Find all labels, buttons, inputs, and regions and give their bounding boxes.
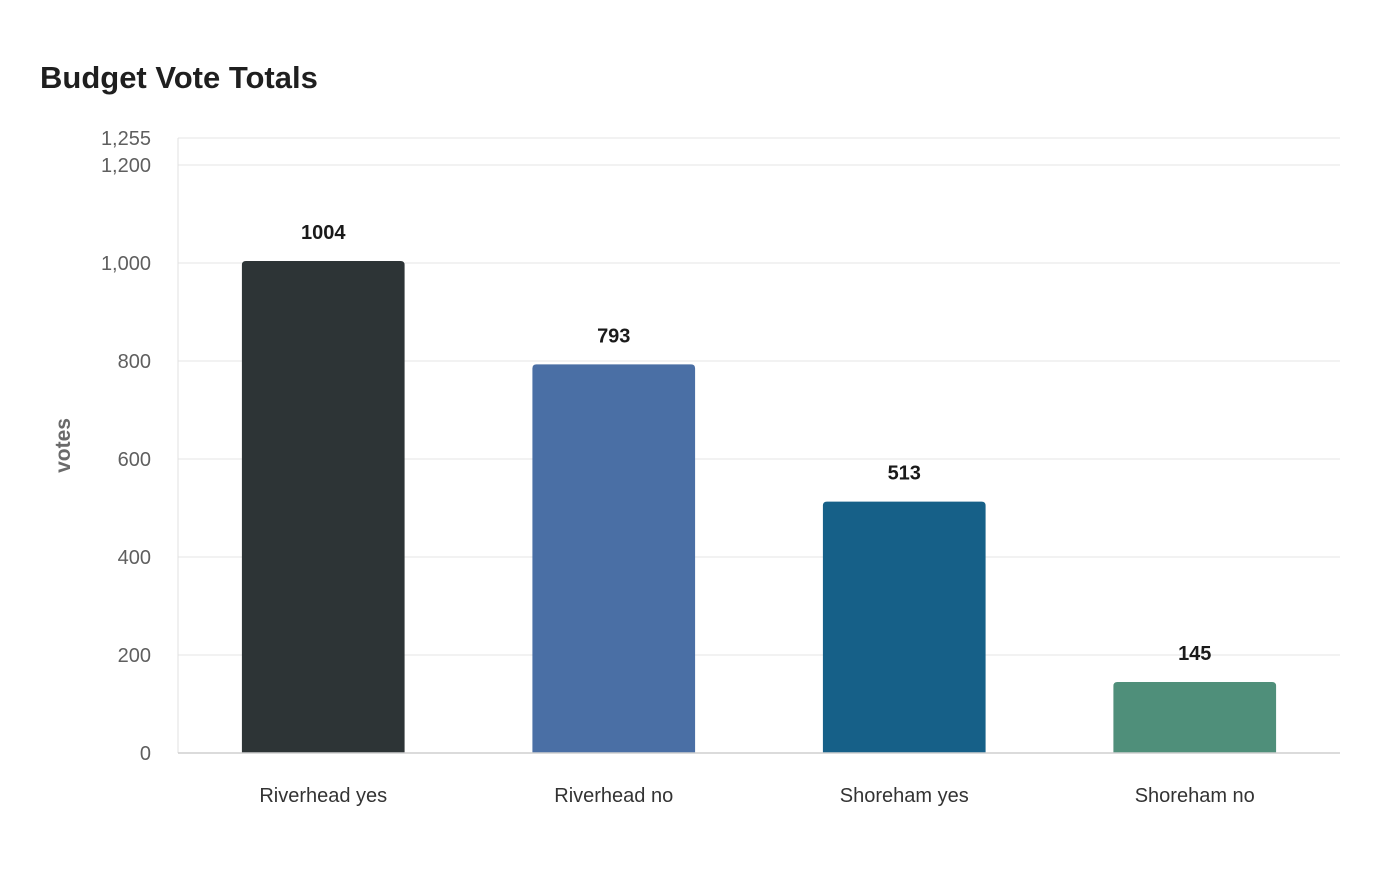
bar-value-label: 145 — [1178, 643, 1211, 665]
y-tick-label: 600 — [118, 449, 151, 471]
x-tick-label: Riverhead no — [554, 785, 673, 807]
y-axis-title: votes — [52, 418, 75, 473]
data-labels: 1004 793 513 145 — [301, 222, 1211, 665]
chart-title: Budget Vote Totals — [40, 60, 318, 95]
bar — [1113, 681, 1277, 753]
y-tick-label: 200 — [118, 645, 151, 667]
x-tick-label: Shoreham yes — [840, 785, 969, 807]
y-axis-ticks: 0 200 400 600 800 1,000 1,200 1,255 — [101, 128, 151, 765]
x-tick-label: Riverhead yes — [259, 785, 387, 807]
bar — [532, 364, 696, 753]
y-tick-label: 400 — [118, 547, 151, 569]
bar-value-label: 793 — [597, 325, 630, 347]
bar — [822, 501, 986, 753]
y-tick-label: 1,000 — [101, 253, 151, 275]
bar-value-label: 513 — [888, 463, 921, 485]
bar-value-label: 1004 — [301, 222, 346, 244]
x-axis-ticks: Riverhead yes Riverhead no Shoreham yes Sho… — [259, 785, 1254, 807]
y-tick-label: 1,200 — [101, 155, 151, 177]
bars — [241, 261, 1277, 753]
bar — [241, 261, 405, 753]
y-tick-label: 1,255 — [101, 128, 151, 150]
y-tick-label: 800 — [118, 351, 151, 373]
y-tick-label: 0 — [140, 743, 151, 765]
x-tick-label: Shoreham no — [1135, 785, 1255, 807]
